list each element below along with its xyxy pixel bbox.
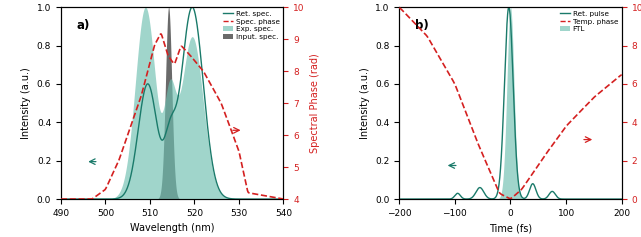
- Y-axis label: Intensity (a.u.): Intensity (a.u.): [21, 67, 31, 139]
- Y-axis label: Intensity (a.u.): Intensity (a.u.): [360, 67, 370, 139]
- Y-axis label: Spectral Phase (rad): Spectral Phase (rad): [310, 53, 320, 153]
- Legend: Ret. spec., Spec. phase, Exp. spec., Input. spec.: Ret. spec., Spec. phase, Exp. spec., Inp…: [223, 11, 280, 40]
- X-axis label: Time (fs): Time (fs): [489, 223, 532, 233]
- Legend: Ret. pulse, Temp. phase, FTL: Ret. pulse, Temp. phase, FTL: [560, 11, 618, 32]
- Text: a): a): [76, 19, 90, 32]
- Text: b): b): [415, 19, 429, 32]
- X-axis label: Wavelength (nm): Wavelength (nm): [130, 223, 215, 233]
